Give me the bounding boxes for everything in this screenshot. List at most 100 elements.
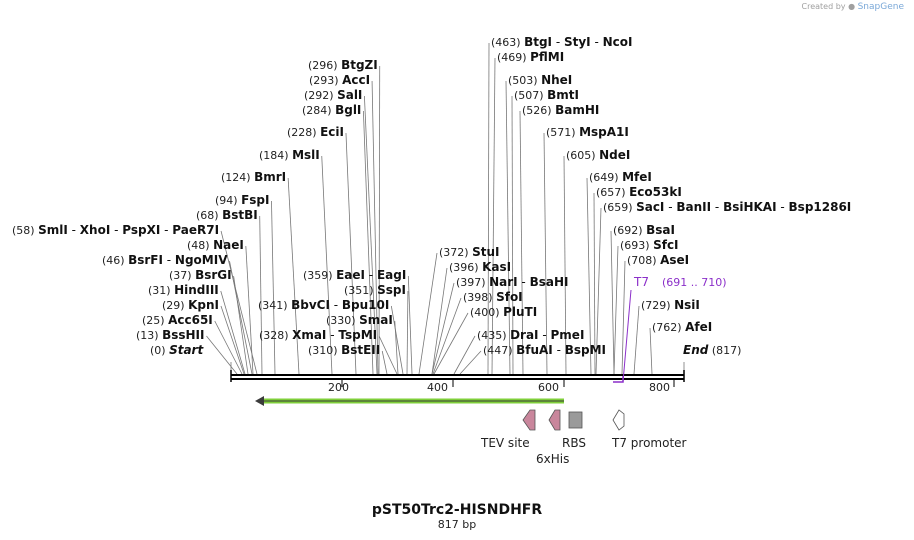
enzyme-name[interactable]: BsrFI xyxy=(128,253,163,267)
enzyme-name[interactable]: FspI xyxy=(241,193,269,207)
enzyme-name[interactable]: MfeI xyxy=(622,170,652,184)
restriction-site-pluti[interactable]: (400) PluTI xyxy=(470,305,537,319)
enzyme-name[interactable]: Start xyxy=(169,343,204,357)
enzyme-name[interactable]: PflMI xyxy=(530,50,564,64)
enzyme-name[interactable]: BtgI xyxy=(524,35,552,49)
primer-t7[interactable]: T7 (691 .. 710) xyxy=(613,275,727,383)
restriction-site-sfci[interactable]: (693) SfcI xyxy=(620,238,679,252)
restriction-site-bfuai[interactable]: (447) BfuAI - BspMI xyxy=(483,343,606,357)
restriction-site-bmri[interactable]: (124) BmrI xyxy=(221,170,286,184)
restriction-site-fspi[interactable]: (94) FspI xyxy=(215,193,269,207)
restriction-site-mspa1i[interactable]: (571) MspA1I xyxy=(546,125,629,139)
enzyme-name[interactable]: Bpu10I xyxy=(342,298,389,312)
enzyme-name[interactable]: BssHII xyxy=(162,328,204,342)
restriction-site-bsteii[interactable]: (310) BstEII xyxy=(308,343,380,357)
restriction-site-btgzi[interactable]: (296) BtgZI xyxy=(308,58,378,72)
enzyme-name[interactable]: PmeI xyxy=(551,328,585,342)
enzyme-name[interactable]: SspI xyxy=(377,283,406,297)
enzyme-name[interactable]: SacI xyxy=(636,200,664,214)
enzyme-name[interactable]: XmaI xyxy=(292,328,326,342)
restriction-site-bbvci[interactable]: (341) BbvCI - Bpu10I xyxy=(258,298,389,312)
feature-t7-promoter[interactable]: T7 promoter xyxy=(611,409,687,450)
enzyme-name[interactable]: BtgZI xyxy=(341,58,378,72)
restriction-site-naei[interactable]: (48) NaeI xyxy=(187,238,244,252)
enzyme-name[interactable]: KpnI xyxy=(188,298,219,312)
restriction-site-eaei[interactable]: (359) EaeI - EagI xyxy=(303,268,406,282)
enzyme-name[interactable]: End xyxy=(683,343,709,357)
restriction-site-bsai[interactable]: (692) BsaI xyxy=(613,223,675,237)
enzyme-name[interactable]: TspMI xyxy=(338,328,377,342)
enzyme-name[interactable]: BmrI xyxy=(254,170,286,184)
restriction-site-xmai[interactable]: (328) XmaI - TspMI xyxy=(259,328,377,342)
enzyme-name[interactable]: AseI xyxy=(660,253,689,267)
restriction-site-kasi[interactable]: (396) KasI xyxy=(449,260,511,274)
enzyme-name[interactable]: StyI xyxy=(564,35,591,49)
enzyme-name[interactable]: BsaHI xyxy=(530,275,569,289)
enzyme-name[interactable]: BstEII xyxy=(341,343,380,357)
restriction-site-eco53ki[interactable]: (657) Eco53kI xyxy=(596,185,682,199)
enzyme-name[interactable]: BmtI xyxy=(547,88,579,102)
restriction-site-nari[interactable]: (397) NarI - BsaHI xyxy=(456,275,568,289)
feature-6xhis[interactable]: 6xHis xyxy=(536,409,569,466)
enzyme-name[interactable]: NaeI xyxy=(213,238,244,252)
enzyme-name[interactable]: NarI xyxy=(489,275,518,289)
enzyme-name[interactable]: DraI xyxy=(510,328,538,342)
restriction-site-start[interactable]: (0) Start xyxy=(150,343,204,357)
restriction-site-end[interactable]: End (817) xyxy=(683,343,741,357)
restriction-site-sfoi[interactable]: (398) SfoI xyxy=(463,290,523,304)
restriction-site-bmti[interactable]: (507) BmtI xyxy=(514,88,579,102)
enzyme-name[interactable]: BamHI xyxy=(555,103,599,117)
enzyme-name[interactable]: BbvCI xyxy=(291,298,330,312)
enzyme-name[interactable]: BfuAI xyxy=(516,343,553,357)
restriction-site-pflmi[interactable]: (469) PflMI xyxy=(497,50,564,64)
restriction-site-afei[interactable]: (762) AfeI xyxy=(652,320,712,334)
enzyme-name[interactable]: NgoMIV xyxy=(175,253,228,267)
restriction-site-ndei[interactable]: (605) NdeI xyxy=(566,148,630,162)
restriction-site-ecii[interactable]: (228) EciI xyxy=(287,125,344,139)
sequence-backbone[interactable] xyxy=(230,370,685,382)
restriction-site-bgli[interactable]: (284) BglI xyxy=(302,103,361,117)
restriction-site-saci[interactable]: (659) SacI - BanII - BsiHKAI - Bsp1286I xyxy=(603,200,851,214)
restriction-site-bamhi[interactable]: (526) BamHI xyxy=(522,103,599,117)
enzyme-name[interactable]: BsrGI xyxy=(195,268,232,282)
enzyme-name[interactable]: HindIII xyxy=(174,283,219,297)
enzyme-name[interactable]: EciI xyxy=(320,125,344,139)
enzyme-name[interactable]: SfoI xyxy=(496,290,523,304)
enzyme-name[interactable]: StuI xyxy=(472,245,499,259)
enzyme-name[interactable]: SalI xyxy=(337,88,362,102)
enzyme-name[interactable]: SfcI xyxy=(653,238,678,252)
enzyme-name[interactable]: BsaI xyxy=(646,223,675,237)
enzyme-name[interactable]: SmaI xyxy=(359,313,393,327)
restriction-site-bstbi[interactable]: (68) BstBI xyxy=(196,208,258,222)
enzyme-name[interactable]: AfeI xyxy=(685,320,712,334)
enzyme-name[interactable]: PspXI xyxy=(122,223,160,237)
enzyme-name[interactable]: XhoI xyxy=(80,223,111,237)
restriction-site-bsrfi[interactable]: (46) BsrFI - NgoMIV xyxy=(102,253,228,267)
restriction-site-kpni[interactable]: (29) KpnI xyxy=(162,298,219,312)
enzyme-name[interactable]: EaeI xyxy=(336,268,365,282)
restriction-site-acci[interactable]: (293) AccI xyxy=(309,73,370,87)
enzyme-name[interactable]: KasI xyxy=(482,260,511,274)
restriction-site-sali[interactable]: (292) SalI xyxy=(304,88,362,102)
feature-rbs[interactable]: RBS xyxy=(562,411,586,450)
restriction-site-stui[interactable]: (372) StuI xyxy=(439,245,499,259)
orf-arrow[interactable] xyxy=(255,396,564,406)
restriction-site-smli[interactable]: (58) SmlI - XhoI - PspXI - PaeR7I xyxy=(12,223,219,237)
enzyme-name[interactable]: NdeI xyxy=(599,148,630,162)
restriction-site-smai[interactable]: (330) SmaI xyxy=(326,313,393,327)
restriction-site-drai[interactable]: (435) DraI - PmeI xyxy=(477,328,584,342)
enzyme-name[interactable]: Acc65I xyxy=(168,313,213,327)
restriction-site-sspi[interactable]: (351) SspI xyxy=(344,283,406,297)
restriction-site-asei[interactable]: (708) AseI xyxy=(627,253,689,267)
enzyme-name[interactable]: BanII xyxy=(676,200,711,214)
restriction-site-msli[interactable]: (184) MslI xyxy=(259,148,320,162)
enzyme-name[interactable]: Eco53kI xyxy=(629,185,682,199)
enzyme-name[interactable]: MspA1I xyxy=(579,125,629,139)
enzyme-name[interactable]: NheI xyxy=(541,73,572,87)
restriction-site-mfei[interactable]: (649) MfeI xyxy=(589,170,652,184)
restriction-site-nsii[interactable]: (729) NsiI xyxy=(641,298,700,312)
enzyme-name[interactable]: BspMI xyxy=(565,343,606,357)
restriction-site-nhei[interactable]: (503) NheI xyxy=(508,73,572,87)
enzyme-name[interactable]: AccI xyxy=(342,73,370,87)
enzyme-name[interactable]: EagI xyxy=(377,268,406,282)
